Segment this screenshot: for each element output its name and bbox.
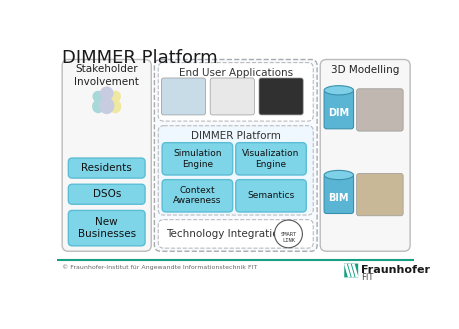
FancyBboxPatch shape (158, 220, 313, 248)
FancyBboxPatch shape (68, 184, 145, 204)
FancyBboxPatch shape (68, 211, 145, 246)
Text: FIT: FIT (360, 273, 373, 282)
FancyBboxPatch shape (235, 143, 306, 175)
Text: Context
Awareness: Context Awareness (173, 186, 221, 206)
Text: Visualization
Engine: Visualization Engine (242, 149, 299, 168)
FancyBboxPatch shape (324, 175, 353, 214)
FancyBboxPatch shape (162, 143, 232, 175)
FancyBboxPatch shape (68, 158, 145, 178)
FancyBboxPatch shape (235, 180, 306, 212)
Text: DIMMER Platform: DIMMER Platform (190, 131, 280, 141)
FancyBboxPatch shape (319, 60, 409, 251)
Circle shape (110, 91, 120, 101)
Ellipse shape (324, 170, 353, 180)
Text: DIMMER Platform: DIMMER Platform (62, 49, 217, 67)
Text: 3D Modelling: 3D Modelling (330, 65, 398, 75)
FancyBboxPatch shape (62, 60, 151, 251)
FancyBboxPatch shape (158, 126, 313, 215)
Text: Simulation
Engine: Simulation Engine (173, 149, 221, 168)
Text: DSOs: DSOs (92, 189, 121, 199)
Text: Fraunhofer: Fraunhofer (360, 265, 429, 275)
Text: LINK: LINK (281, 238, 294, 242)
Text: Stakeholder
Involvement: Stakeholder Involvement (74, 64, 139, 87)
Ellipse shape (93, 100, 103, 113)
Text: Technology Integration: Technology Integration (166, 229, 285, 239)
FancyBboxPatch shape (324, 90, 353, 129)
Circle shape (274, 220, 302, 248)
FancyBboxPatch shape (158, 63, 313, 121)
Ellipse shape (100, 98, 113, 114)
Ellipse shape (110, 100, 120, 113)
FancyBboxPatch shape (356, 173, 402, 216)
FancyBboxPatch shape (343, 264, 358, 277)
Circle shape (101, 87, 112, 100)
FancyBboxPatch shape (154, 60, 316, 251)
Text: Residents: Residents (81, 163, 132, 173)
FancyBboxPatch shape (161, 78, 205, 115)
Text: End User Applications: End User Applications (178, 68, 292, 78)
Text: DIM: DIM (328, 108, 349, 118)
FancyBboxPatch shape (210, 78, 254, 115)
Text: Semantics: Semantics (247, 191, 294, 200)
Text: BIM: BIM (328, 193, 348, 203)
FancyBboxPatch shape (162, 180, 232, 212)
Text: SMART: SMART (280, 232, 296, 237)
Text: New
Businesses: New Businesses (78, 217, 135, 239)
Circle shape (93, 91, 103, 101)
FancyBboxPatch shape (356, 89, 402, 131)
Text: © Fraunhofer-Institut für Angewandte Informationstechnik FIT: © Fraunhofer-Institut für Angewandte Inf… (62, 264, 257, 270)
Ellipse shape (324, 86, 353, 95)
FancyBboxPatch shape (258, 78, 302, 115)
